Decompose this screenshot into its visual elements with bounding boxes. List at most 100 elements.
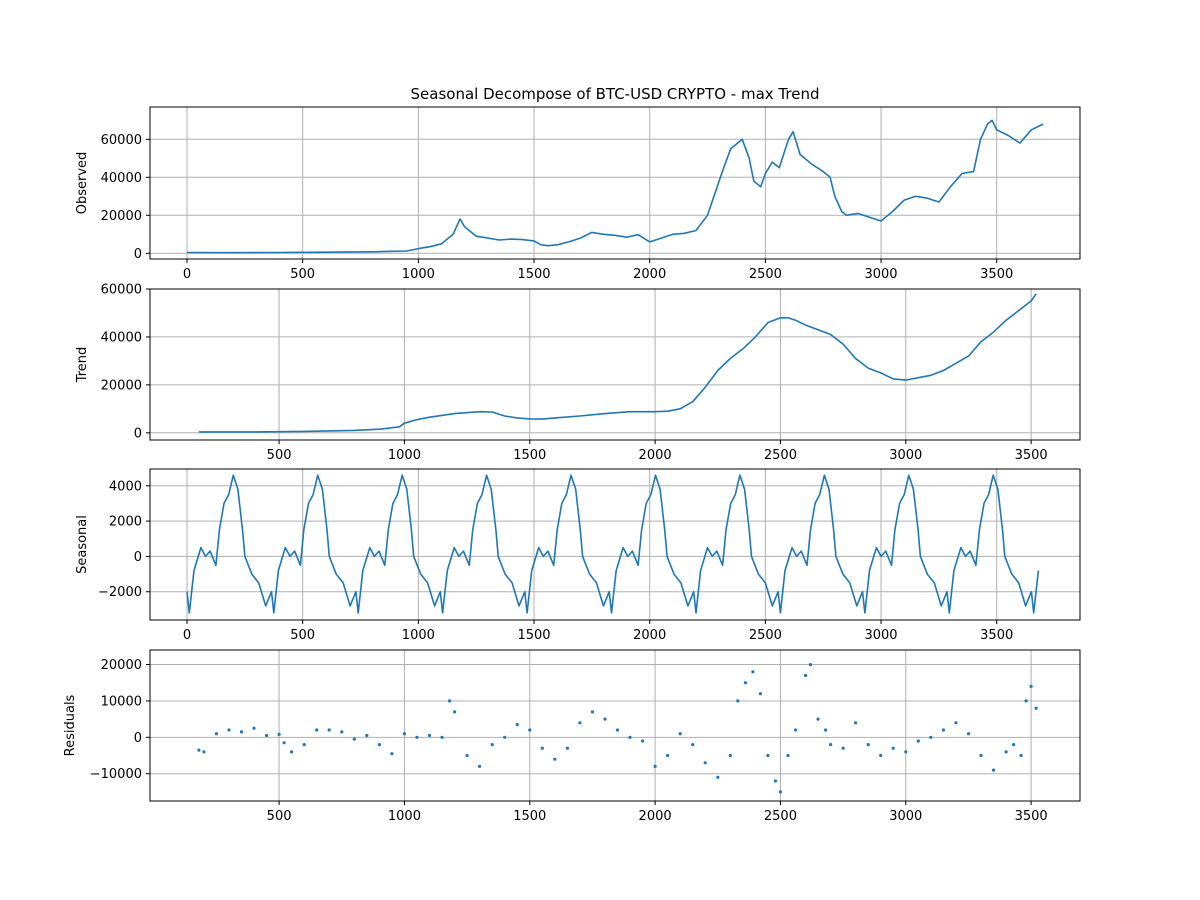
residuals-point	[703, 761, 707, 765]
residuals-point	[766, 753, 770, 758]
residuals-y-tick-label: −10000	[90, 767, 142, 782]
residuals-point	[282, 741, 286, 745]
residuals-point	[490, 743, 494, 747]
seasonal-y-tick-label: 2000	[109, 515, 142, 530]
seasonal-axes-frame	[149, 468, 1081, 621]
residuals-point	[758, 692, 763, 696]
residuals-point	[728, 753, 732, 758]
residuals-point	[916, 739, 920, 743]
observed-x-tick-label: 1500	[517, 267, 550, 282]
trend-y-tick-label: 40000	[101, 330, 142, 345]
residuals-panel: 500 1000 1500 2000 2500 3000 3500 −10000 0 10000 2…	[63, 649, 1081, 824]
residuals-y-axis-label: Residuals	[63, 694, 78, 756]
residuals-point	[540, 746, 544, 750]
residuals-point	[227, 728, 231, 732]
trend-panel: 500 1000 1500 2000 2500 3000 3500 0 20000 40000 60…	[75, 283, 1081, 463]
residuals-point	[829, 743, 833, 747]
seasonal-x-tick-label: 1000	[402, 628, 435, 643]
residuals-point	[1012, 743, 1016, 747]
trend-x-tick-label: 500	[267, 448, 292, 463]
observed-x-tick-label: 500	[290, 267, 315, 282]
residuals-y-tick-label: 20000	[101, 658, 142, 673]
residuals-point	[528, 728, 532, 732]
residuals-point	[716, 775, 720, 779]
residuals-point	[904, 750, 908, 754]
residuals-point	[778, 790, 783, 794]
observed-panel: 0 500 1000 1500 2000 2500 3000 3500 0 20000 40000 6…	[75, 85, 1081, 282]
observed-y-tick-label: 0	[134, 247, 142, 262]
residuals-point	[979, 753, 983, 758]
residuals-point	[590, 710, 595, 714]
residuals-point	[448, 699, 452, 703]
observed-x-tick-label: 2500	[749, 267, 782, 282]
residuals-point	[478, 764, 482, 769]
trend-y-axis-label: Trend	[75, 347, 90, 384]
seasonal-y-tick-label: 4000	[109, 479, 142, 494]
residuals-point	[214, 732, 218, 736]
residuals-point	[1029, 684, 1033, 689]
residuals-point	[773, 779, 778, 783]
seasonal-y-axis-label: Seasonal	[75, 515, 90, 574]
residuals-point	[653, 764, 657, 769]
trend-series-line	[198, 293, 1037, 433]
residuals-point	[866, 743, 870, 747]
residuals-point	[290, 750, 294, 754]
observed-x-tick-label: 3500	[980, 267, 1013, 282]
residuals-point	[503, 735, 507, 739]
residuals-point	[736, 699, 740, 703]
residuals-point	[751, 670, 755, 674]
residuals-point	[327, 728, 331, 732]
residuals-point	[929, 735, 933, 739]
residuals-point	[277, 732, 281, 737]
residuals-point	[565, 746, 570, 750]
seasonal-series-line	[186, 474, 1040, 614]
observed-x-tick-label: 3000	[864, 267, 897, 282]
seasonal-x-tick-label: 500	[290, 628, 315, 643]
residuals-point	[1034, 706, 1038, 710]
residuals-point	[352, 737, 356, 741]
residuals-point	[743, 681, 748, 685]
residuals-point	[515, 723, 519, 727]
residuals-point	[808, 663, 813, 667]
observed-y-tick-label: 40000	[101, 171, 142, 186]
residuals-point	[615, 728, 620, 732]
residuals-point	[793, 728, 798, 732]
residuals-point	[691, 743, 695, 747]
residuals-point	[365, 733, 369, 738]
residuals-point	[553, 757, 557, 761]
residuals-point	[453, 710, 457, 714]
trend-y-tick-label: 0	[134, 426, 142, 441]
trend-x-tick-label: 2000	[639, 448, 672, 463]
seasonal-panel: 0 500 1000 1500 2000 2500 3000 3500 −2000 0 2000 40…	[75, 468, 1081, 643]
seasonal-x-tick-label: 0	[183, 628, 191, 643]
residuals-y-tick-label: 0	[134, 731, 142, 746]
chart-title: Seasonal Decompose of BTC-USD CRYPTO - m…	[411, 85, 820, 103]
residuals-point	[302, 743, 306, 747]
observed-y-axis-label: Observed	[75, 152, 90, 215]
residuals-x-tick-label: 500	[267, 809, 292, 824]
residuals-point	[666, 753, 670, 758]
seasonal-x-tick-label: 2000	[633, 628, 666, 643]
trend-x-tick-label: 2500	[764, 448, 797, 463]
residuals-point	[991, 768, 996, 772]
residuals-point	[678, 732, 682, 736]
residuals-point	[202, 750, 206, 754]
observed-y-tick-label: 20000	[101, 209, 142, 224]
residuals-point	[239, 730, 244, 734]
residuals-point	[891, 746, 895, 750]
residuals-point	[854, 721, 858, 725]
residuals-x-tick-label: 2500	[764, 809, 797, 824]
residuals-x-tick-label: 2000	[639, 809, 672, 824]
residuals-point	[265, 733, 269, 738]
trend-y-tick-label: 60000	[101, 283, 142, 298]
seasonal-x-tick-label: 2500	[749, 628, 782, 643]
residuals-point	[1004, 750, 1008, 754]
residuals-x-tick-label: 1500	[513, 809, 546, 824]
residuals-point	[1024, 699, 1028, 703]
observed-y-tick-label: 60000	[101, 133, 142, 148]
residuals-point	[841, 746, 845, 750]
residuals-point	[816, 717, 820, 721]
residuals-point	[954, 721, 958, 725]
residuals-x-tick-label: 1000	[388, 809, 421, 824]
residuals-point	[786, 753, 790, 758]
